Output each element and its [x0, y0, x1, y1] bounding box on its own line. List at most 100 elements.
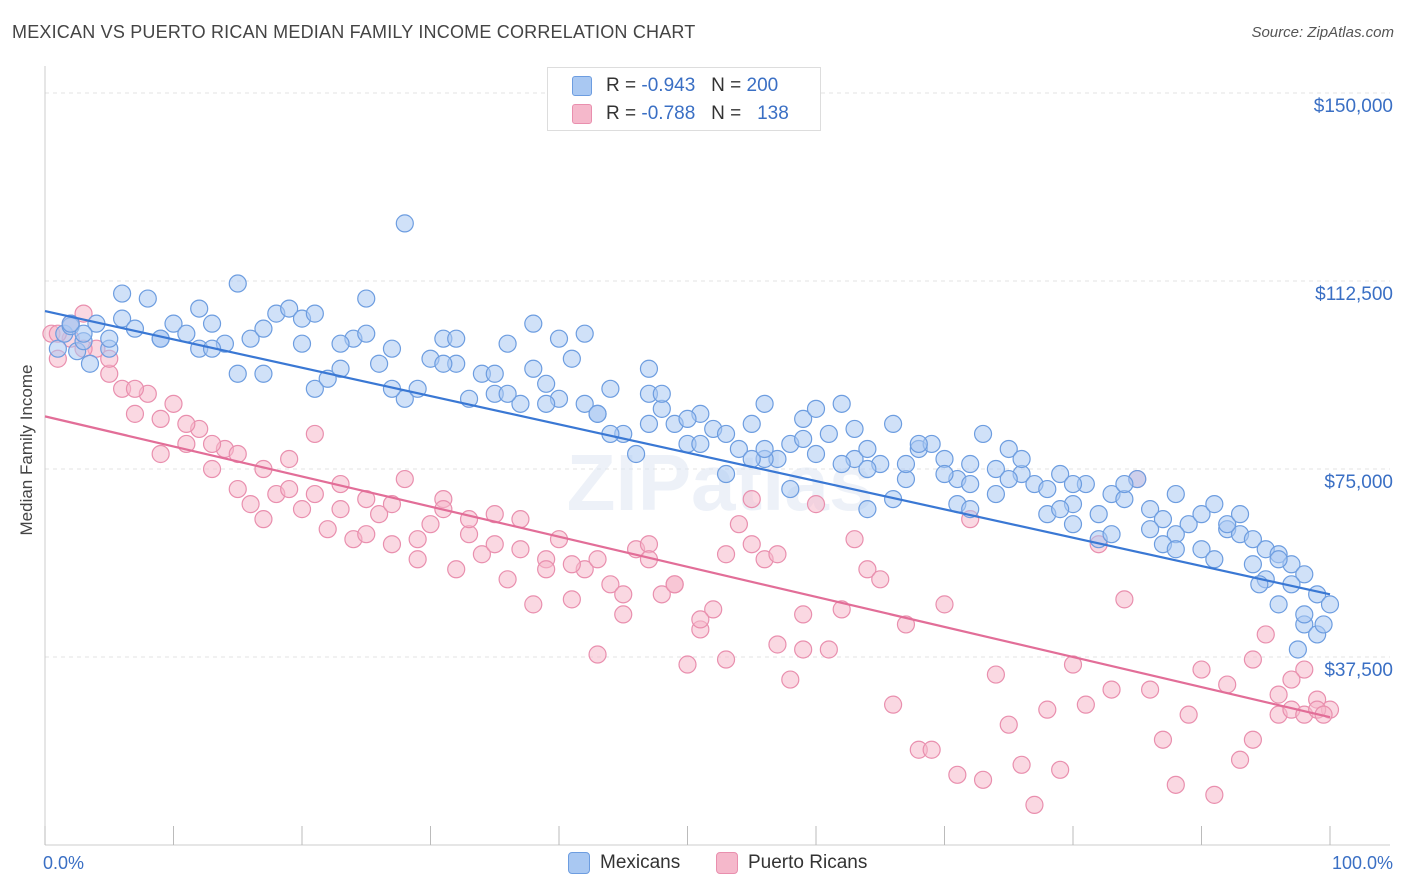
mexicans-point	[999, 469, 1018, 489]
mexicans-point	[1012, 449, 1031, 469]
mexicans-point	[1115, 474, 1134, 494]
legend-n-label: N =	[711, 103, 742, 124]
mexicans-point	[652, 384, 671, 403]
puerto-ricans-point	[292, 500, 312, 519]
mexicans-point	[100, 329, 119, 348]
mexicans-point	[524, 359, 543, 378]
trend-lines	[44, 310, 1331, 719]
puerto-ricans-point	[485, 535, 504, 554]
mexicans-point	[1295, 605, 1314, 624]
puerto-ricans-point	[421, 515, 440, 534]
puerto-ricans-point	[704, 600, 723, 619]
puerto-ricans-point	[1218, 675, 1237, 694]
puerto-ricans-point	[305, 424, 324, 444]
mexicans-point	[280, 299, 299, 318]
puerto-ricans-point	[228, 479, 247, 499]
mexicans-point	[112, 284, 132, 303]
puerto-ricans-point	[1205, 785, 1224, 804]
mexicans-point	[909, 434, 928, 454]
puerto-ricans-point	[1243, 650, 1263, 669]
legend-n-value: 138	[757, 103, 789, 124]
mexicans-point	[639, 359, 659, 378]
x-tick-label: 100.0%	[1332, 853, 1393, 873]
mexicans-point	[986, 459, 1006, 479]
mexicans-point	[228, 274, 247, 293]
mexicans-point	[305, 379, 324, 398]
mexicans-point	[498, 334, 517, 353]
mexicans-point	[485, 364, 504, 383]
mexicans-point	[1205, 550, 1224, 569]
x-tick-labels: 0.0% 100.0%	[43, 853, 1393, 873]
mexicans-point	[511, 394, 530, 413]
mexicans-point	[691, 434, 710, 454]
puerto-ricans-point	[768, 545, 787, 564]
mexicans-point	[1089, 505, 1108, 524]
puerto-ricans-point	[1076, 695, 1095, 714]
bottom-legend-swatch-mexicans	[568, 852, 590, 874]
mexicans-point	[228, 364, 247, 383]
mexicans-point	[80, 354, 100, 373]
axes	[44, 66, 1390, 846]
y-tick-label: $112,500	[1315, 284, 1393, 305]
mexicans-point	[305, 304, 324, 323]
mexicans-trend-line	[44, 310, 1331, 596]
puerto-ricans-point	[1140, 680, 1160, 699]
y-axis-label: Median Family Income	[17, 364, 36, 535]
mexicans-point	[357, 324, 376, 343]
mexicans-point	[1140, 500, 1160, 519]
puerto-ricans-point	[652, 585, 671, 604]
mexicans-point	[999, 439, 1018, 459]
mexicans-point	[1063, 515, 1083, 534]
mexicans-point	[190, 299, 209, 318]
puerto-ricans-point	[254, 510, 273, 529]
mexicans-point	[1243, 555, 1263, 574]
mexicans-point	[1063, 474, 1083, 494]
puerto-ricans-point	[1243, 730, 1263, 749]
puerto-ricans-point	[806, 495, 826, 514]
mexicans-point	[292, 334, 312, 353]
mexicans-point	[1192, 540, 1211, 559]
mexicans-point	[729, 439, 749, 459]
legend-r-label: R =	[606, 75, 637, 96]
legend-n-label: N =	[711, 75, 742, 96]
puerto-ricans-point	[151, 444, 170, 464]
y-tick-labels: $37,500 $75,000 $112,500 $150,000	[1314, 96, 1393, 681]
mexicans-point	[382, 339, 402, 358]
mexicans-point	[498, 384, 517, 403]
puerto-ricans-point	[588, 645, 607, 664]
mexicans-point	[1269, 595, 1288, 614]
mexicans-point	[537, 374, 556, 393]
puerto-ricans-point	[973, 770, 993, 789]
mexicans-point	[678, 409, 697, 428]
puerto-ricans-point	[858, 560, 877, 579]
mexicans-point	[755, 439, 774, 459]
mexicans-point	[357, 289, 376, 308]
puerto-ricans-point	[588, 550, 607, 569]
mexicans-point	[961, 454, 980, 474]
mexicans-point	[254, 364, 273, 383]
puerto-ricans-point	[1269, 685, 1288, 704]
puerto-ricans-point	[794, 640, 813, 659]
mexicans-point	[806, 399, 826, 418]
mexicans-point	[241, 329, 260, 348]
puerto-ricans-point	[1192, 660, 1211, 679]
mexicans-point	[562, 349, 581, 368]
puerto-ricans-point	[125, 379, 145, 398]
puerto-ricans-point	[948, 765, 967, 784]
puerto-ricans-point	[1153, 730, 1173, 749]
puerto-ricans-point	[511, 540, 530, 559]
mexicans-point	[973, 424, 993, 444]
mexicans-point	[1192, 505, 1211, 524]
mexicans-point	[74, 324, 93, 343]
puerto-ricans-point	[498, 570, 517, 589]
chart-source: Source: ZipAtlas.com	[1251, 24, 1394, 41]
mexicans-point	[639, 414, 659, 434]
puerto-ricans-point	[472, 545, 491, 564]
puerto-ricans-point	[819, 640, 838, 659]
puerto-ricans-point	[280, 449, 299, 469]
mexicans-point	[781, 479, 800, 499]
mexicans-point	[1166, 484, 1185, 504]
puerto-ricans-point	[1012, 755, 1031, 774]
mexicans-points	[48, 214, 1340, 659]
mexicans-point	[370, 354, 389, 373]
